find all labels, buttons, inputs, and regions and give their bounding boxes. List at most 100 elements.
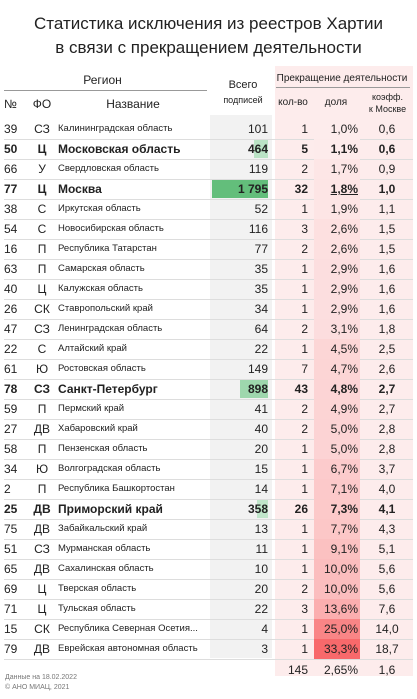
table-row: 54 С Новосибирская область 116 3 2,6% 1,5 [0,219,417,239]
table-row: 65 ДВ Сахалинская область 10 1 10,0% 5,6 [0,559,417,579]
row-share: 2,9% [330,282,358,296]
total-header-line-1: Всего [228,79,258,91]
page-title-line-1: Статистика исключения из реестров Хартии [33,14,384,33]
row-separator [4,479,413,480]
row-district: Ц [37,602,47,616]
row-region-name: Республика Башкортостан [58,483,175,494]
row-koef: 1,1 [378,202,396,216]
row-koef: 2,8 [378,442,396,456]
table-row: 77 Ц Москва 1 795 32 1,8% 1,0 [0,179,417,199]
row-count: 1 [301,302,308,316]
totals-row: 145 2,65% 1,6 [0,660,417,680]
total-bar [212,180,268,198]
table-row: 47 СЗ Ленинградская область 64 2 3,1% 1,8 [0,319,417,339]
count-header: кол-во [278,97,308,108]
row-koef: 0,6 [378,122,396,136]
row-region-name: Московская область [58,142,181,156]
row-region-name: Ленинградская область [58,323,163,334]
row-share: 1,8% [330,182,358,196]
row-number: 16 [4,242,18,256]
totals-count: 145 [287,663,308,677]
row-koef: 1,5 [378,242,396,256]
row-number: 38 [4,202,18,216]
share-heat-cell [314,119,360,139]
row-region-name: Пермский край [58,403,125,414]
row-region-name: Хабаровский край [58,423,138,434]
row-koef: 5,6 [378,562,396,576]
row-region-name: Москва [58,182,102,196]
region-header-rule [4,90,207,91]
row-total: 464 [247,142,268,156]
row-separator [4,619,413,620]
total-bar [256,500,268,518]
table-row: 50 Ц Московская область 464 5 1,1% 0,6 [0,139,417,159]
num-header: № [4,97,17,111]
row-count: 3 [301,222,308,236]
name-header: Название [106,97,160,111]
row-number: 27 [4,422,18,436]
row-district: П [37,402,47,416]
total-header: Всего подписей [210,78,276,108]
row-count: 1 [301,562,308,576]
row-region-name: Ставропольский край [58,303,153,314]
row-share: 4,5% [330,342,358,356]
row-number: 34 [4,462,18,476]
region-header: Регион [83,73,122,87]
share-header: доля [324,97,348,108]
row-district: СЗ [34,542,50,556]
row-number: 54 [4,222,18,236]
row-total: 898 [247,382,268,396]
row-district: ДВ [33,562,51,576]
row-total: 34 [254,302,268,316]
row-share: 7,7% [330,522,358,536]
table-row: 38 С Иркутская область 52 1 1,9% 1,1 [0,199,417,219]
fo-header: ФО [32,97,52,111]
row-koef: 2,7 [378,382,396,396]
share-heat-cell [314,299,360,319]
row-share: 7,1% [330,482,358,496]
row-separator [4,299,413,300]
row-share: 6,7% [330,462,358,476]
row-region-name: Республика Татарстан [58,243,157,254]
totals-share: 2,65% [323,663,358,677]
table-row: 51 СЗ Мурманская область 11 1 9,1% 5,1 [0,539,417,559]
row-number: 58 [4,442,18,456]
share-heat-cell [314,319,360,339]
row-separator [4,599,413,600]
row-separator [4,559,413,560]
row-district: Ц [37,182,47,196]
row-count: 2 [301,162,308,176]
row-district: П [37,482,47,496]
row-number: 71 [4,602,18,616]
row-total: 116 [248,222,268,236]
row-number: 40 [4,282,18,296]
row-number: 25 [4,502,18,516]
table-row: 40 Ц Калужская область 35 1 2,9% 1,6 [0,279,417,299]
row-share: 2,6% [330,242,358,256]
row-separator [4,179,413,180]
row-number: 22 [4,342,18,356]
row-koef: 0,9 [378,162,396,176]
row-separator [4,379,413,380]
row-district: СЗ [33,382,51,396]
row-separator [4,579,413,580]
row-total: 358 [247,502,268,516]
row-district: ДВ [33,422,51,436]
row-count: 7 [301,362,308,376]
total-bar [239,380,268,398]
row-region-name: Ростовская область [58,363,146,374]
row-count: 26 [294,502,308,516]
row-share: 25,0% [323,622,358,636]
row-number: 26 [4,302,18,316]
row-district: Ц [37,142,47,156]
row-total: 35 [254,262,268,276]
totals-koef: 1,6 [378,663,396,677]
row-koef: 18,7 [375,642,399,656]
row-share: 10,0% [323,562,358,576]
row-total: 11 [255,542,268,556]
row-count: 1 [301,622,308,636]
row-count: 1 [301,462,308,476]
row-share: 1,1% [330,142,358,156]
row-koef: 1,0 [378,182,396,196]
share-heat-cell [314,219,360,239]
